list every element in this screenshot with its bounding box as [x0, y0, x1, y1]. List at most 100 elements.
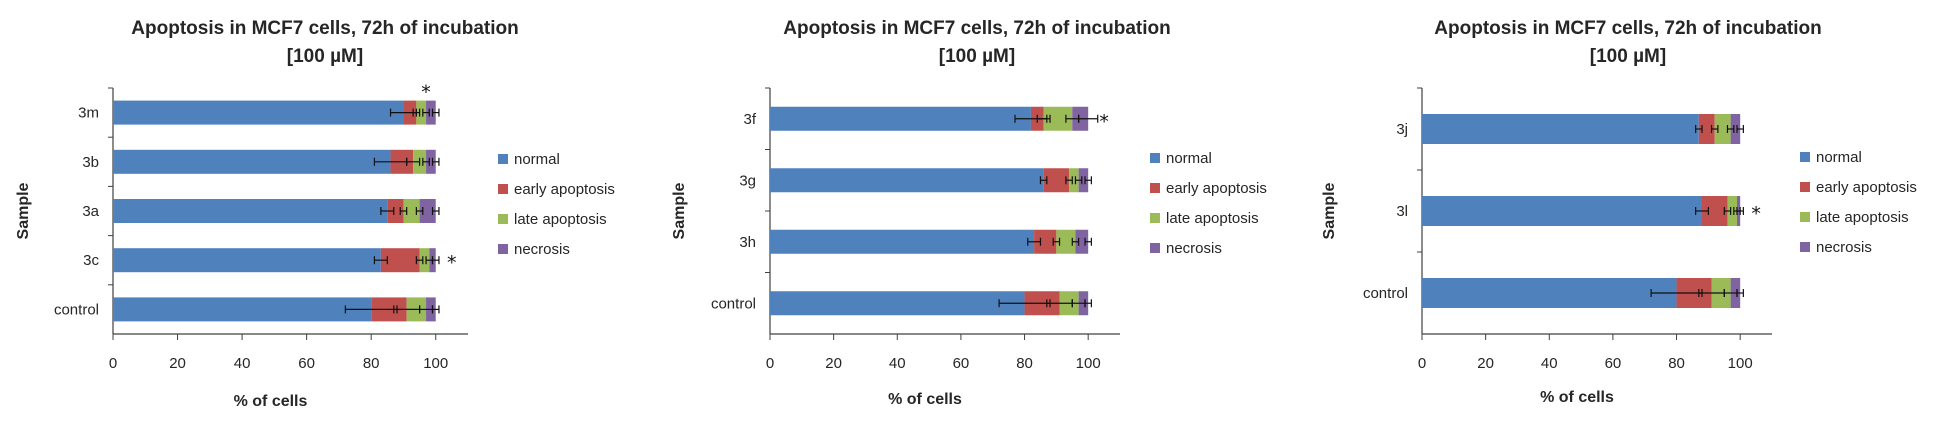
y-tick-label: control: [54, 301, 99, 318]
legend-swatch: [498, 184, 508, 194]
legend-swatch: [1150, 153, 1160, 163]
error-bar: [415, 256, 424, 265]
bar-segment-early-apoptosis: [387, 199, 404, 223]
y-tick-label: 3j: [1396, 121, 1408, 138]
error-bar: [415, 207, 424, 215]
x-tick-label: 100: [423, 355, 448, 372]
legend-swatch: [498, 154, 508, 164]
bar-segment-necrosis: [419, 199, 436, 223]
error-bar: [422, 157, 430, 166]
significance-marker: *: [447, 252, 457, 274]
bar-segment-late-apoptosis: [1056, 229, 1076, 254]
y-tick-label: control: [1363, 285, 1408, 302]
legend-swatch: [1150, 213, 1160, 223]
bar-segment-necrosis: [1075, 229, 1089, 254]
y-tick-label: 3f: [743, 111, 756, 128]
bar-segment-late-apoptosis: [403, 199, 420, 223]
legend-label: normal: [1166, 150, 1212, 167]
legend-label: necrosis: [1166, 240, 1222, 257]
bar-segment-early-apoptosis: [1698, 114, 1715, 144]
x-tick-label: 0: [109, 355, 117, 372]
legend-label: necrosis: [1816, 239, 1872, 256]
chart-svg: Apoptosis in MCF7 cells, 72h of incubati…: [1321, 18, 1917, 406]
chart-title: Apoptosis in MCF7 cells, 72h of incubati…: [1434, 18, 1821, 39]
y-tick-label: 3b: [82, 154, 99, 171]
legend-swatch: [1800, 152, 1810, 162]
bar-segment-late-apoptosis: [1069, 168, 1079, 193]
x-axis-title: % of cells: [234, 393, 308, 410]
chart-svg: Apoptosis in MCF7 cells, 72h of incubati…: [15, 18, 615, 410]
significance-marker: *: [1099, 111, 1109, 133]
chart-panel-2: Apoptosis in MCF7 cells, 72h of incubati…: [650, 0, 1300, 421]
legend-label: early apoptosis: [1166, 180, 1267, 197]
legend-label: necrosis: [514, 241, 570, 258]
error-bar: [1078, 114, 1099, 123]
bar-segment-necrosis: [426, 100, 436, 125]
x-tick-label: 40: [889, 355, 906, 372]
significance-marker: *: [1751, 203, 1761, 225]
error-bar: [1074, 176, 1083, 185]
x-tick-label: 20: [169, 355, 186, 372]
error-bar: [431, 157, 440, 166]
x-tick-label: 40: [234, 355, 251, 372]
x-tick-label: 20: [1477, 355, 1494, 372]
y-tick-label: 3g: [739, 172, 756, 189]
legend-swatch: [1150, 183, 1160, 193]
error-bar: [1084, 176, 1092, 185]
bar-segment-necrosis: [426, 149, 436, 174]
y-tick-label: 3c: [83, 252, 99, 269]
x-axis-title: % of cells: [888, 391, 962, 408]
bar-segment-late-apoptosis: [416, 100, 427, 125]
chart-title: Apoptosis in MCF7 cells, 72h of incubati…: [131, 18, 518, 39]
y-axis-title: Sample: [1321, 182, 1338, 239]
x-tick-label: 80: [1016, 355, 1033, 372]
bar-segment-late-apoptosis: [1714, 114, 1731, 144]
bar-segment-normal: [770, 229, 1035, 254]
bar-segment-normal: [113, 248, 381, 273]
error-bar: [1710, 125, 1719, 133]
chart-svg: Apoptosis in MCF7 cells, 72h of incubati…: [671, 18, 1267, 408]
error-bar: [1726, 125, 1735, 133]
error-bar: [1065, 176, 1073, 185]
legend-label: normal: [514, 151, 560, 168]
error-bar: [1036, 114, 1051, 123]
bar-segment-late-apoptosis: [419, 248, 430, 273]
bar-segment-early-apoptosis: [1034, 229, 1057, 254]
y-tick-label: 3h: [739, 234, 756, 251]
bar-segment-early-apoptosis: [1043, 168, 1070, 193]
error-bar: [406, 157, 421, 166]
x-tick-label: 100: [1076, 355, 1101, 372]
error-bar: [1736, 125, 1744, 133]
x-tick-label: 40: [1541, 355, 1558, 372]
x-tick-label: 0: [1418, 355, 1426, 372]
significance-marker: *: [421, 82, 431, 104]
bar-segment-normal: [770, 168, 1044, 193]
error-bar: [412, 108, 421, 117]
x-tick-label: 80: [1668, 355, 1685, 372]
legend-label: early apoptosis: [514, 181, 615, 198]
error-bar: [1736, 289, 1744, 297]
bar-segment-normal: [1422, 114, 1699, 144]
error-bar: [1084, 299, 1092, 308]
error-bar: [1071, 237, 1080, 246]
bar-segment-normal: [1422, 278, 1677, 308]
legend-label: late apoptosis: [514, 211, 607, 228]
legend-label: normal: [1816, 149, 1862, 166]
x-tick-label: 60: [1605, 355, 1622, 372]
error-bar: [1027, 237, 1042, 246]
x-tick-label: 0: [766, 355, 774, 372]
x-tick-label: 80: [363, 355, 380, 372]
legend-swatch: [1800, 212, 1810, 222]
legend-label: late apoptosis: [1166, 210, 1259, 227]
error-bar: [399, 207, 408, 215]
error-bar: [1052, 237, 1061, 246]
bar-segment-necrosis: [1730, 114, 1741, 144]
error-bar: [373, 256, 388, 265]
error-bar: [1736, 207, 1744, 215]
chart-panel-1: Apoptosis in MCF7 cells, 72h of incubati…: [0, 0, 650, 421]
error-bar: [1695, 207, 1709, 215]
error-bar: [431, 256, 440, 265]
y-tick-label: control: [711, 295, 756, 312]
chart-panel-3: Apoptosis in MCF7 cells, 72h of incubati…: [1300, 0, 1940, 421]
error-bar: [422, 108, 430, 117]
